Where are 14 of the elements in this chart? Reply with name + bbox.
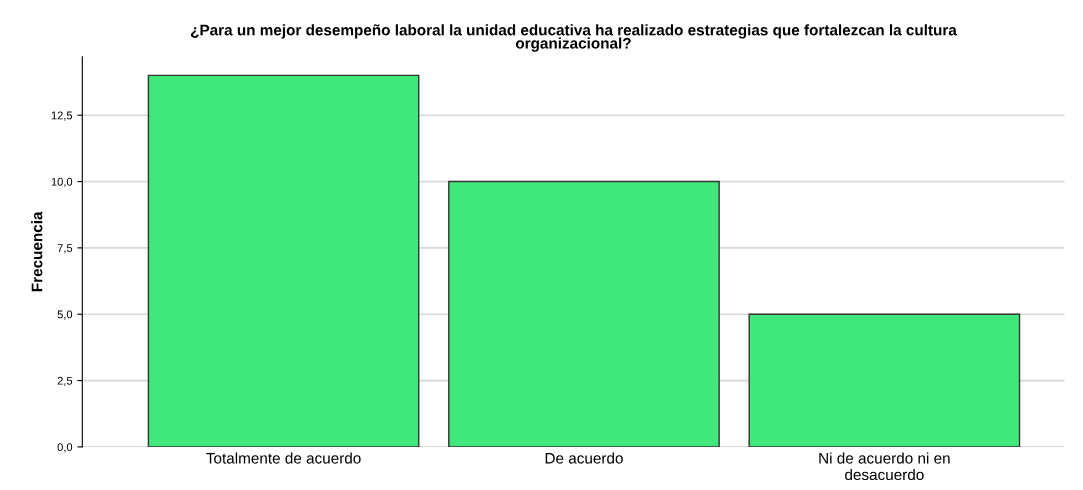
bar (147, 74, 420, 447)
y-axis-title: Frecuencia (31, 211, 43, 292)
y-tick-label: 12,5 (51, 111, 73, 121)
chart-title: ¿Para un mejor desempeño laboral la unidad educativa ha realizado estrategias que fortalezcan la cultura organizacional? (190, 24, 957, 52)
x-tick-label: De acuerdo (545, 452, 623, 464)
y-tick-label: 7,5 (57, 244, 73, 254)
bar (448, 180, 720, 447)
y-tick-label: 0,0 (57, 443, 73, 453)
y-tick-label: 10,0 (51, 177, 73, 187)
bar (748, 313, 1021, 447)
x-tick-label: Totalmente de acuerdo (206, 452, 361, 464)
x-tick-label: Ni de acuerdo ni en desacuerdo (819, 452, 950, 481)
y-tick-label: 5,0 (57, 310, 73, 320)
y-tick-label: 2,5 (57, 376, 73, 386)
